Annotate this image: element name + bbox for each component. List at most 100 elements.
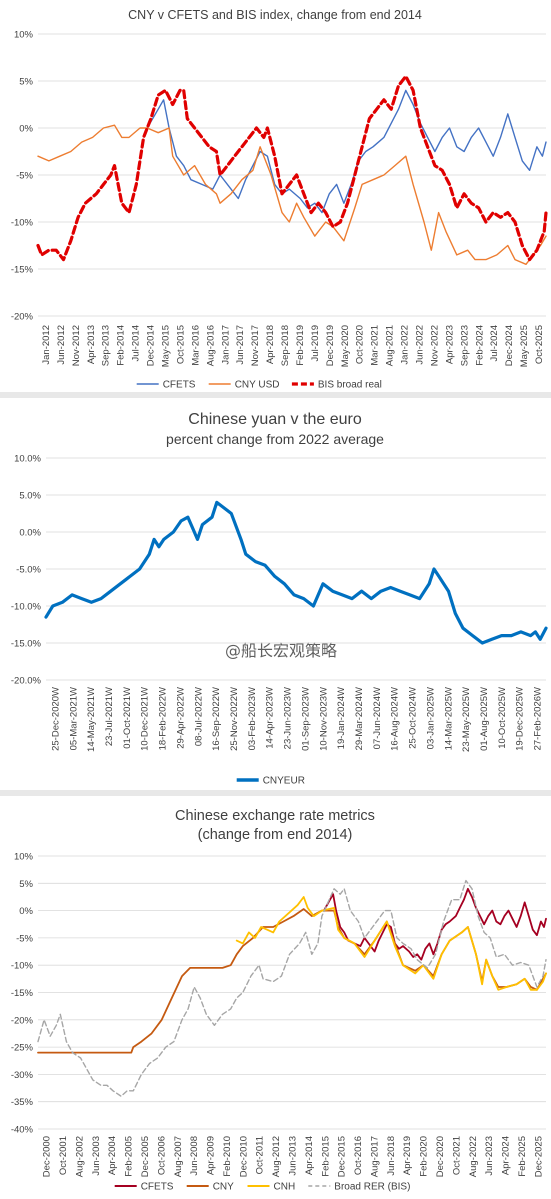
x-tick-label: Aug-2007: [173, 1136, 184, 1177]
chart-title: CNY v CFETS and BIS index, change from e…: [128, 8, 422, 22]
x-tick-label: Jan-2017: [220, 325, 231, 365]
legend-label: BIS broad real: [318, 380, 382, 391]
x-tick-label: Sep-2023: [459, 325, 470, 366]
x-tick-label: Aug-2016: [205, 325, 216, 366]
x-tick-label: Feb-2005: [124, 1136, 135, 1177]
y-tick-label: -15%: [11, 988, 34, 999]
x-tick-label: 01-Aug-2025W: [479, 687, 490, 751]
x-tick-label: 27-Feb-2026W: [533, 687, 544, 750]
chart-panel-1: CNY v CFETS and BIS index, change from e…: [0, 0, 551, 392]
x-tick-label: Jun-2023: [484, 1136, 495, 1176]
series-line-cny-usd: [37, 124, 547, 265]
y-tick-label: -10%: [11, 961, 34, 972]
x-tick-label: Jun-2013: [288, 1136, 299, 1176]
y-tick-label: -30%: [11, 1070, 34, 1081]
x-tick-label: 23-May-2025W: [461, 687, 472, 752]
x-tick-label: Feb-2015: [320, 1136, 331, 1177]
y-tick-label: 5.0%: [19, 491, 41, 502]
x-tick-label: 29-Mar-2024W: [354, 687, 365, 750]
legend-label: CNY: [213, 1182, 234, 1193]
x-tick-label: Jan-2022: [400, 325, 411, 365]
x-tick-label: Oct-2020: [355, 325, 366, 364]
x-tick-label: 25-Dec-2020W: [50, 687, 61, 751]
x-tick-label: Dec-2000: [42, 1136, 53, 1177]
legend-label: CFETS: [141, 1182, 174, 1193]
x-tick-label: Jun-2003: [91, 1136, 102, 1176]
x-tick-label: 16-Aug-2024W: [390, 687, 401, 751]
chart-panel-2: Chinese yuan v the euro percent change f…: [0, 398, 551, 790]
x-tick-label: Nov-2012: [71, 325, 82, 366]
x-tick-label: Jan-2012: [41, 325, 52, 365]
chart-subtitle: (change from end 2014): [198, 827, 353, 843]
x-tick-label: Mar-2021: [370, 325, 381, 366]
y-tick-label: -20%: [11, 312, 34, 323]
x-tick-label: 14-May-2021W: [86, 687, 97, 752]
x-tick-label: Jun-2017: [235, 325, 246, 365]
y-tick-label: -25%: [11, 1043, 34, 1054]
y-tick-label: 10%: [14, 852, 34, 863]
y-tick-label: 10.0%: [14, 454, 41, 465]
series-line-cfets: [146, 89, 547, 214]
series-line-broad-rer-bis-: [37, 879, 547, 1097]
y-tick-label: -5%: [16, 171, 33, 182]
x-tick-label: Jun-2012: [56, 325, 67, 365]
x-tick-label: 08-Jul-2022W: [193, 687, 204, 746]
y-tick-label: -5%: [16, 933, 33, 944]
x-tick-label: Apr-2004: [107, 1136, 118, 1175]
x-tick-label: Dec-2010: [238, 1136, 249, 1177]
x-tick-label: Feb-2010: [222, 1136, 233, 1177]
x-tick-label: Jul-2024: [489, 325, 500, 361]
y-tick-label: 10%: [14, 30, 34, 41]
x-tick-label: 19-Jan-2024W: [336, 687, 347, 749]
y-tick-label: -20.0%: [11, 676, 42, 687]
y-tick-label: 5%: [19, 77, 33, 88]
x-tick-label: 16-Sep-2022W: [211, 687, 222, 751]
chart-title: Chinese exchange rate metrics: [175, 808, 375, 824]
chart-yuan-euro: Chinese yuan v the euro percent change f…: [11, 411, 548, 787]
x-tick-label: Mar-2016: [190, 325, 201, 366]
x-tick-label: 18-Feb-2022W: [158, 687, 169, 750]
x-tick-label: Aug-2017: [369, 1136, 380, 1177]
panel-divider: [0, 790, 551, 796]
x-tick-label: Dec-2015: [337, 1136, 348, 1177]
x-tick-label: May-2025: [519, 325, 530, 367]
x-tick-label: 05-Mar-2021W: [68, 687, 79, 750]
chart-exchange-rate-metrics: Chinese exchange rate metrics (change fr…: [11, 808, 547, 1193]
x-tick-label: May-2020: [340, 325, 351, 367]
legend-label: Broad RER (BIS): [334, 1182, 410, 1193]
x-tick-label: Jul-2019: [310, 325, 321, 361]
x-tick-label: Oct-2011: [255, 1136, 266, 1174]
x-tick-label: 03-Jan-2025W: [425, 687, 436, 749]
panel-divider: [0, 392, 551, 398]
y-tick-label: -15.0%: [11, 639, 42, 650]
y-tick-label: -15%: [11, 265, 34, 276]
x-tick-label: Apr-2023: [444, 325, 455, 364]
x-tick-label: Dec-2024: [504, 325, 515, 366]
x-tick-label: 07-Jun-2024W: [372, 687, 383, 749]
chart-cny-cfets-bis: CNY v CFETS and BIS index, change from e…: [11, 8, 548, 391]
y-tick-label: -20%: [11, 1015, 34, 1026]
x-tick-label: 19-Dec-2025W: [515, 687, 526, 751]
y-tick-label: 0%: [19, 124, 33, 135]
series-line-cnyeur: [44, 500, 548, 645]
x-tick-label: Dec-2019: [325, 325, 336, 366]
x-tick-label: 23-Jul-2021W: [104, 687, 115, 746]
x-tick-label: Apr-2013: [86, 325, 97, 364]
x-tick-label: May-2015: [161, 325, 172, 367]
x-tick-label: Dec-2014: [146, 325, 157, 366]
y-tick-label: 0.0%: [19, 528, 41, 539]
x-tick-label: 03-Feb-2023W: [247, 687, 258, 750]
x-tick-label: Sep-2013: [101, 325, 112, 366]
x-tick-label: Oct-2006: [156, 1136, 167, 1175]
x-tick-label: 14-Apr-2023W: [265, 687, 276, 749]
x-tick-label: Aug-2022: [468, 1136, 479, 1177]
x-tick-label: 25-Oct-2024W: [408, 687, 419, 749]
x-tick-label: Aug-2012: [271, 1136, 282, 1177]
series-line-cfets: [323, 887, 547, 961]
y-tick-label: -40%: [11, 1125, 34, 1136]
legend-label: CNH: [274, 1182, 296, 1193]
x-tick-label: Aug-2002: [74, 1136, 85, 1177]
x-tick-label: 14-Mar-2025W: [443, 687, 454, 750]
x-tick-label: 01-Oct-2021W: [122, 687, 133, 749]
chart-panel-3: Chinese exchange rate metrics (change fr…: [0, 796, 551, 1199]
